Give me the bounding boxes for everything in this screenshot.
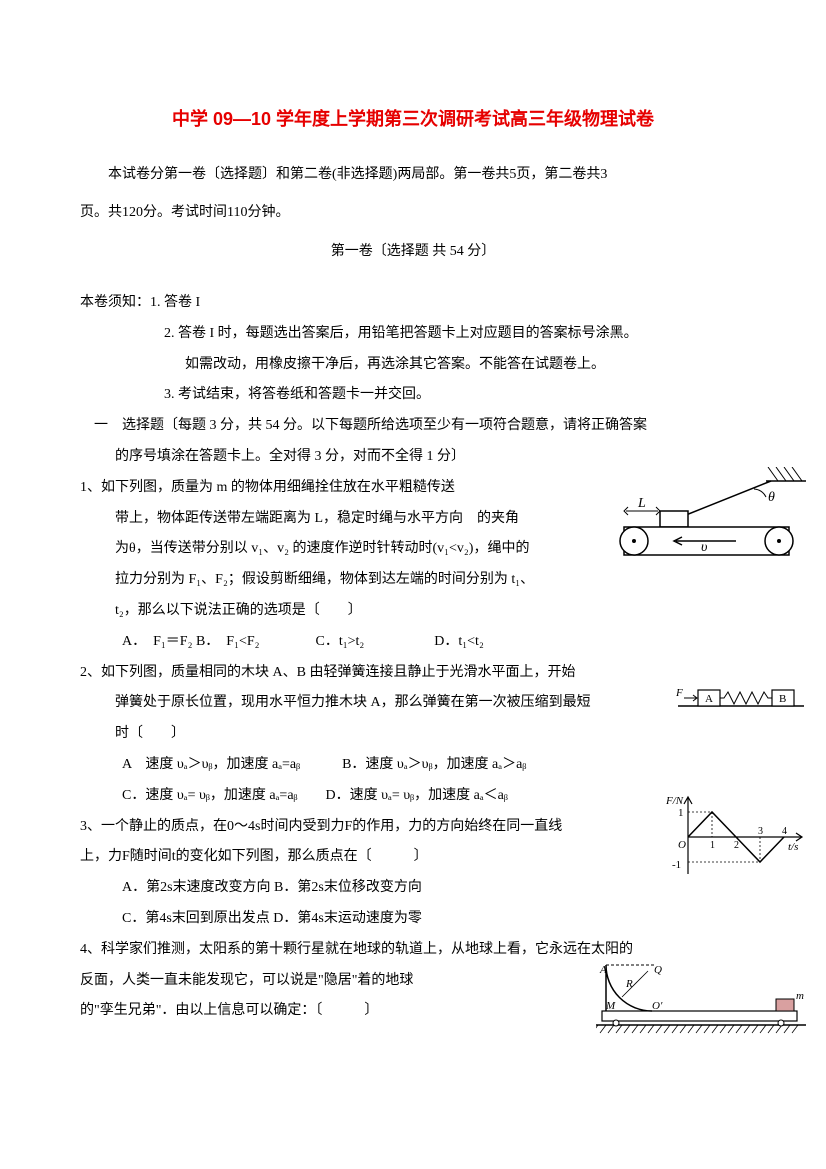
q3-line1: 3、一个静止的质点，在0～4s时间内受到力F的作用，力的方向始终在同一直线 [80, 812, 746, 843]
svg-text:Q: Q [654, 964, 662, 976]
svg-text:4: 4 [782, 826, 787, 837]
q1-line5: t₂，那么以下说法正确的选项是〔 〕 [80, 596, 746, 627]
instruction-3: 3. 考试结束，将答卷纸和答题卡一并交回。 [164, 380, 746, 411]
svg-text:θ: θ [768, 490, 775, 505]
svg-text:-1: -1 [672, 859, 681, 871]
svg-text:B: B [779, 693, 786, 705]
q3-optC: C．第4s末回到原出发点 D．第4s末运动速度为零 [80, 904, 746, 935]
svg-text:m: m [796, 990, 804, 1002]
q2-optC: C．速度 υₐ= υᵦ，加速度 aₐ=aᵦ D．速度 υₐ= υᵦ，加速度 aₐ… [80, 781, 746, 812]
q3-optA: A．第2s末速度改变方向 B．第2s末位移改变方向 [80, 873, 746, 904]
track-diagram: A Q R M O′ m [596, 963, 806, 1043]
q4-line1: 4、科学家们推测，太阳系的第十颗行星就在地球的轨道上，从地球上看，它永远在太阳的 [80, 935, 746, 966]
svg-text:F/N: F/N [666, 795, 684, 807]
svg-text:3: 3 [758, 826, 763, 837]
q2-optA: A 速度 υₐ＞υᵦ，加速度 aₐ=aᵦ B．速度 υₐ＞υᵦ，加速度 aₐ＞a… [80, 750, 746, 781]
instruction-2a: 2. 答卷 I 时，每题选出答案后，用铅笔把答题卡上对应题目的答案标号涂黑。 [164, 319, 746, 350]
q3-line2: 上，力F随时间t的变化如下列图，那么质点在〔 〕 [80, 842, 746, 873]
instruction-2b: 如需改动，用橡皮擦干净后，再选涂其它答案。不能答在试题卷上。 [185, 350, 746, 381]
instruction-head: 本卷须知：1. 答卷 I [80, 288, 746, 319]
intro-line1: 本试卷分第一卷〔选择题〕和第二卷(非选择题)两局部。第一卷共5页，第二卷共3 [80, 160, 746, 191]
svg-text:t/s: t/s [788, 841, 798, 853]
q2-line3: 时〔 〕 [80, 719, 746, 750]
q1-line4: 拉力分别为 F₁、F₂；假设剪断细绳，物体到达左端的时间分别为 t₁、 [80, 565, 746, 596]
svg-text:A: A [599, 964, 607, 976]
q1-line2: 带上，物体距传送带左端距离为 L，稳定时绳与水平方向 的夹角 [80, 504, 746, 535]
svg-text:M: M [605, 1000, 616, 1012]
section-one-head1: 一 选择题〔每题 3 分，共 54 分。以下每题所给选项至少有一项符合题意，请将… [80, 411, 746, 442]
exam-title: 中学 09—10 学年度上学期第三次调研考试高三年级物理试卷 [80, 100, 746, 140]
q1-options: A． F₁＝F₂ B． F₁<F₂ C．t₁>t₂ D．t₁<t₂ [80, 627, 746, 658]
svg-text:O′: O′ [652, 1000, 663, 1012]
q2-line2: 弹簧处于原长位置，现用水平恒力推木块 A，那么弹簧在第一次被压缩到最短 [80, 688, 746, 719]
svg-text:R: R [625, 978, 633, 990]
q2-line1: 2、如下列图，质量相同的木块 A、B 由轻弹簧连接且静止于光滑水平面上，开始 [80, 658, 746, 689]
intro-line2: 页。共120分。考试时间110分钟。 [80, 198, 746, 229]
q1-line3: 为θ，当传送带分别以 v₁、v₂ 的速度作逆时针转动时(v₁<v₂)，绳中的 [80, 534, 746, 565]
q1-line1: 1、如下列图，质量为 m 的物体用细绳拴住放在水平粗糙传送 [80, 473, 746, 504]
section-header: 第一卷〔选择题 共 54 分〕 [80, 237, 746, 268]
